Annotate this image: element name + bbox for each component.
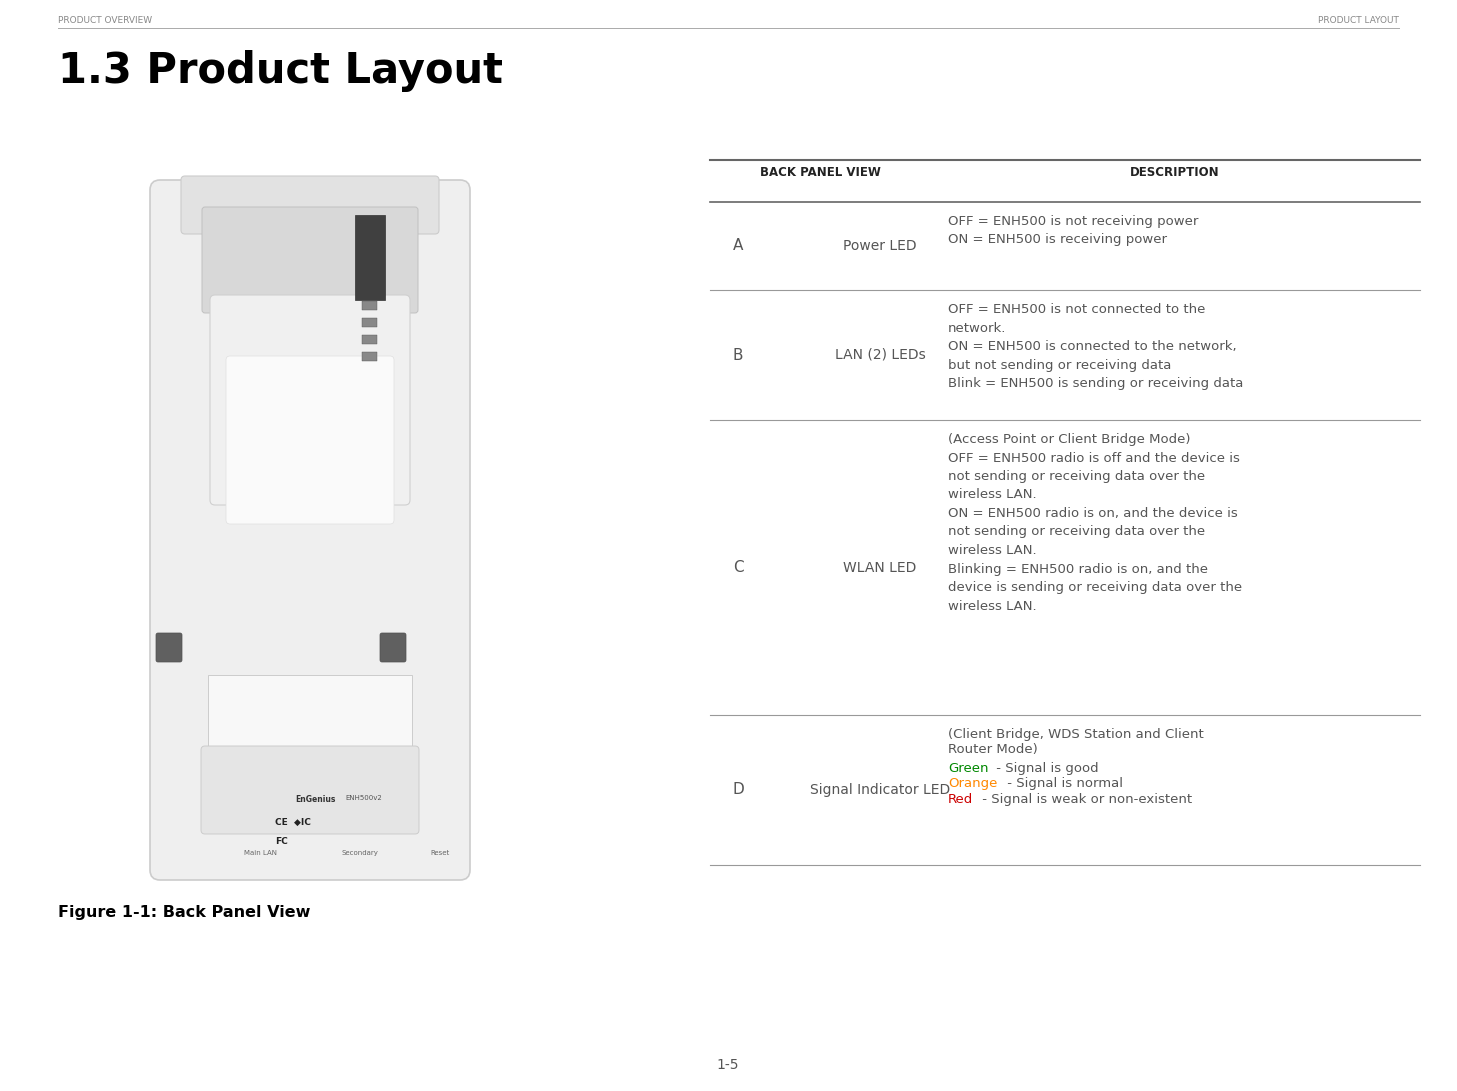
- Text: Orange: Orange: [949, 778, 998, 791]
- Text: CE  ◆IC: CE ◆IC: [275, 818, 310, 827]
- Text: (Access Point or Client Bridge Mode)
OFF = ENH500 radio is off and the device is: (Access Point or Client Bridge Mode) OFF…: [949, 433, 1243, 612]
- Text: A: A: [733, 239, 743, 253]
- Text: OFF = ENH500 is not receiving power
ON = ENH500 is receiving power: OFF = ENH500 is not receiving power ON =…: [949, 215, 1198, 247]
- Text: Main LAN: Main LAN: [243, 850, 277, 856]
- Text: DESCRIPTION: DESCRIPTION: [1131, 166, 1220, 179]
- Text: Secondary: Secondary: [341, 850, 379, 856]
- Text: EnGenius: EnGenius: [294, 795, 335, 804]
- Bar: [361, 317, 377, 327]
- Text: WLAN LED: WLAN LED: [844, 561, 916, 575]
- Text: Figure 1-1: Back Panel View: Figure 1-1: Back Panel View: [58, 906, 310, 920]
- Text: ENH500v2: ENH500v2: [345, 795, 382, 801]
- Bar: [361, 335, 377, 344]
- Text: D: D: [731, 782, 745, 798]
- Text: (Client Bridge, WDS Station and Client: (Client Bridge, WDS Station and Client: [949, 728, 1203, 741]
- Text: PRODUCT OVERVIEW: PRODUCT OVERVIEW: [58, 16, 152, 25]
- Text: Power LED: Power LED: [844, 239, 916, 253]
- FancyBboxPatch shape: [380, 633, 407, 662]
- Bar: [361, 301, 377, 310]
- FancyBboxPatch shape: [226, 356, 393, 524]
- Text: Red: Red: [949, 793, 973, 806]
- Bar: [208, 675, 412, 780]
- Text: OFF = ENH500 is not connected to the
network.
ON = ENH500 is connected to the ne: OFF = ENH500 is not connected to the net…: [949, 303, 1243, 389]
- Bar: [361, 352, 377, 361]
- Text: Router Mode): Router Mode): [949, 743, 1037, 756]
- Text: BACK PANEL VIEW: BACK PANEL VIEW: [759, 166, 880, 179]
- FancyBboxPatch shape: [156, 633, 182, 662]
- Bar: [356, 215, 385, 300]
- Text: Green: Green: [949, 762, 988, 775]
- Text: 1.3 Product Layout: 1.3 Product Layout: [58, 50, 503, 92]
- Text: C: C: [733, 560, 743, 575]
- Text: 1-5: 1-5: [717, 1058, 739, 1072]
- FancyBboxPatch shape: [210, 295, 409, 505]
- FancyBboxPatch shape: [150, 180, 471, 880]
- Text: Reset: Reset: [430, 850, 450, 856]
- Text: - Signal is good: - Signal is good: [992, 762, 1099, 775]
- Text: - Signal is weak or non-existent: - Signal is weak or non-existent: [978, 793, 1192, 806]
- Text: PRODUCT LAYOUT: PRODUCT LAYOUT: [1319, 16, 1399, 25]
- Text: - Signal is normal: - Signal is normal: [1002, 778, 1123, 791]
- Text: Signal Indicator LED: Signal Indicator LED: [810, 783, 950, 798]
- FancyBboxPatch shape: [201, 746, 420, 834]
- FancyBboxPatch shape: [181, 176, 439, 233]
- Text: B: B: [733, 348, 743, 362]
- Text: LAN (2) LEDs: LAN (2) LEDs: [835, 348, 925, 362]
- Text: FC: FC: [275, 837, 287, 846]
- FancyBboxPatch shape: [203, 207, 418, 313]
